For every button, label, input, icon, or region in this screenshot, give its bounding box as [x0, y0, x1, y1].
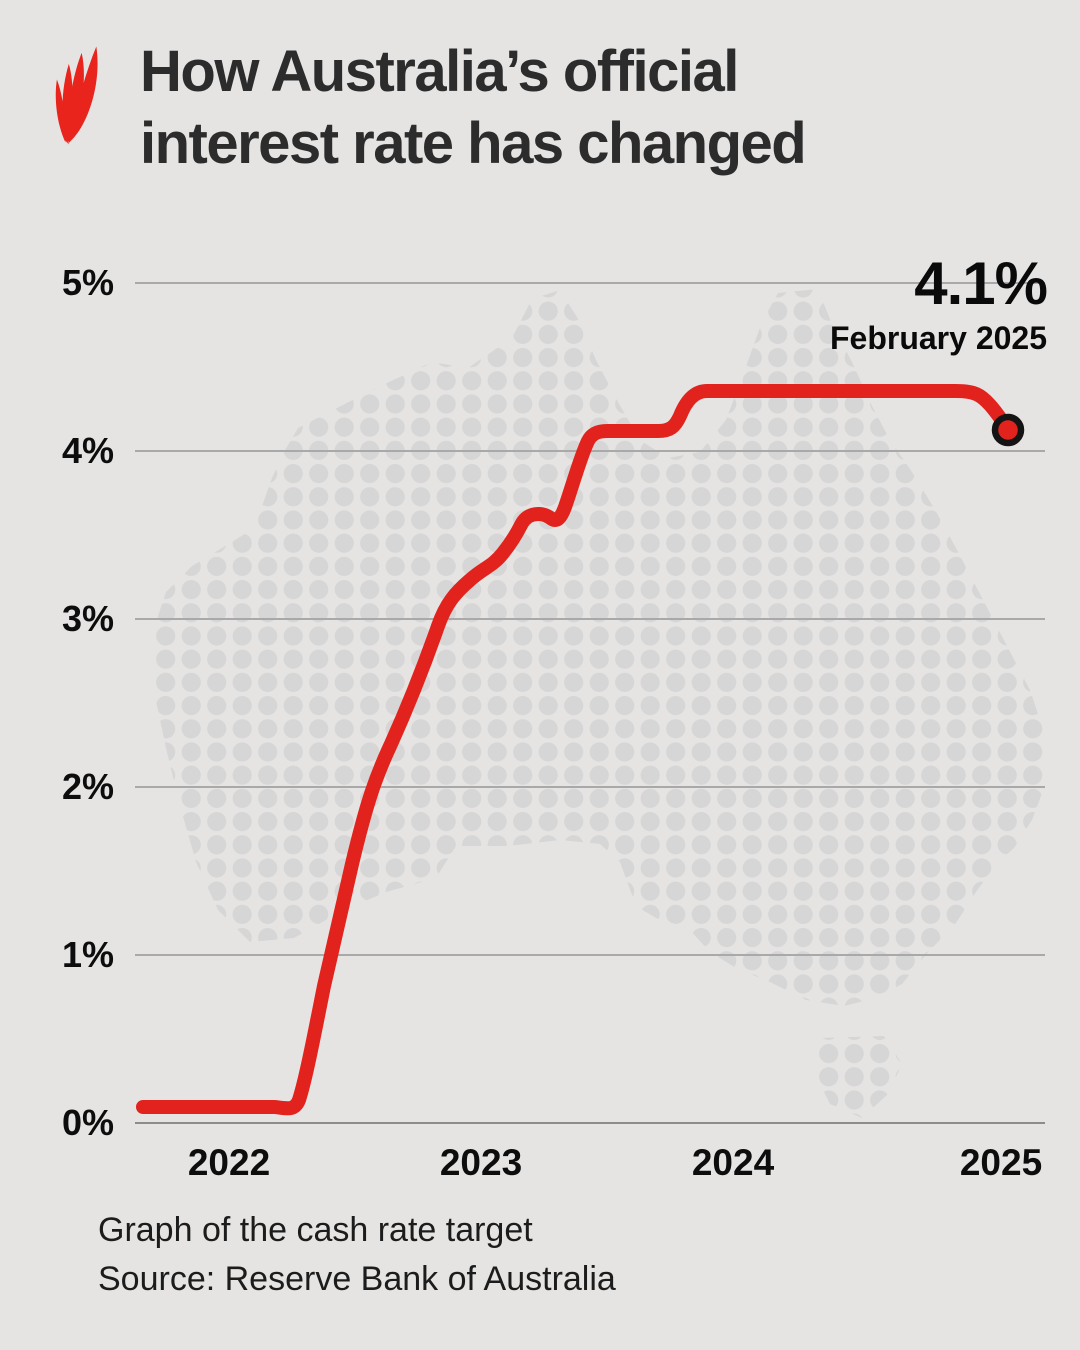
page-title-line1: How Australia’s official	[140, 39, 739, 104]
latest-point-marker	[991, 413, 1025, 447]
rate-line	[136, 384, 1015, 1116]
y-tick-4pct: 4%	[61, 430, 114, 471]
gridline-3pct	[135, 618, 1045, 620]
x-tick-2023: 2023	[439, 1142, 523, 1183]
gridline-5pct	[135, 282, 1045, 284]
sbs-flame-logo-icon	[55, 46, 98, 145]
gridline-2pct	[135, 786, 1045, 788]
y-tick-2pct: 2%	[61, 766, 114, 807]
y-tick-0pct: 0%	[61, 1102, 114, 1143]
latest-rate-annotation: 4.1% February 2025	[829, 250, 1048, 358]
chart-footnotes: Graph of the cash rate target Source: Re…	[98, 1206, 616, 1304]
page-title-line2: interest rate has changed	[140, 111, 807, 176]
y-tick-3pct: 3%	[61, 598, 114, 639]
y-tick-1pct: 1%	[61, 934, 114, 975]
latest-rate-date: February 2025	[829, 320, 1047, 356]
y-tick-5pct: 5%	[61, 262, 114, 303]
chart-source: Source: Reserve Bank of Australia	[98, 1260, 616, 1298]
chart-caption: Graph of the cash rate target	[98, 1211, 533, 1249]
gridline-1pct	[135, 954, 1045, 956]
x-tick-2025: 2025	[959, 1142, 1043, 1183]
page-title: How Australia’s official interest rate h…	[140, 36, 1040, 180]
x-tick-2022: 2022	[187, 1142, 271, 1183]
latest-rate-value: 4.1%	[914, 250, 1048, 317]
x-tick-2024: 2024	[691, 1142, 775, 1183]
x-axis-line	[135, 1122, 1045, 1124]
